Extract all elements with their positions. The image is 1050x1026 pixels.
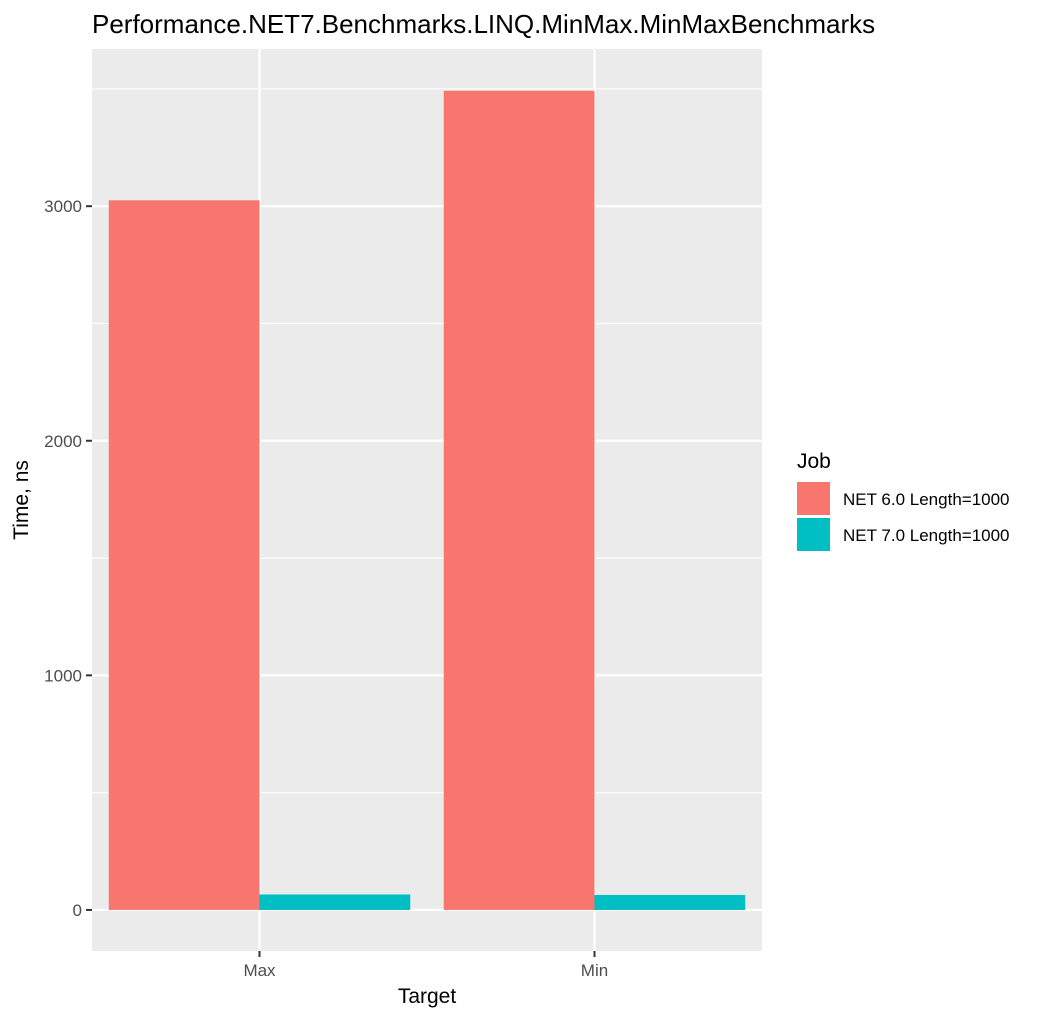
legend-title: Job (797, 450, 831, 473)
y-tick-label: 1000 (44, 666, 82, 685)
x-tick-label: Max (243, 961, 276, 980)
y-axis: 0 1000 2000 3000 (44, 197, 92, 920)
bar (259, 894, 411, 910)
legend-label: NET 6.0 Length=1000 (843, 490, 1010, 509)
bar (443, 90, 595, 910)
y-tick-label: 0 (73, 901, 82, 920)
bar (594, 894, 746, 910)
x-axis: Max Min (243, 951, 608, 980)
y-tick-label: 2000 (44, 432, 82, 451)
chart-title: Performance.NET7.Benchmarks.LINQ.MinMax.… (92, 9, 875, 39)
x-tick-label: Min (581, 961, 608, 980)
y-axis-title: Time, ns (10, 460, 33, 540)
bar (108, 200, 260, 910)
legend-label: NET 7.0 Length=1000 (843, 526, 1010, 545)
legend-key (797, 518, 830, 551)
legend: Job NET 6.0 Length=1000 NET 7.0 Length=10… (797, 450, 1010, 551)
legend-items: NET 6.0 Length=1000 NET 7.0 Length=1000 (797, 482, 1010, 551)
x-axis-title: Target (398, 985, 457, 1008)
bars (108, 90, 746, 910)
y-tick-label: 3000 (44, 197, 82, 216)
legend-key (797, 482, 830, 515)
